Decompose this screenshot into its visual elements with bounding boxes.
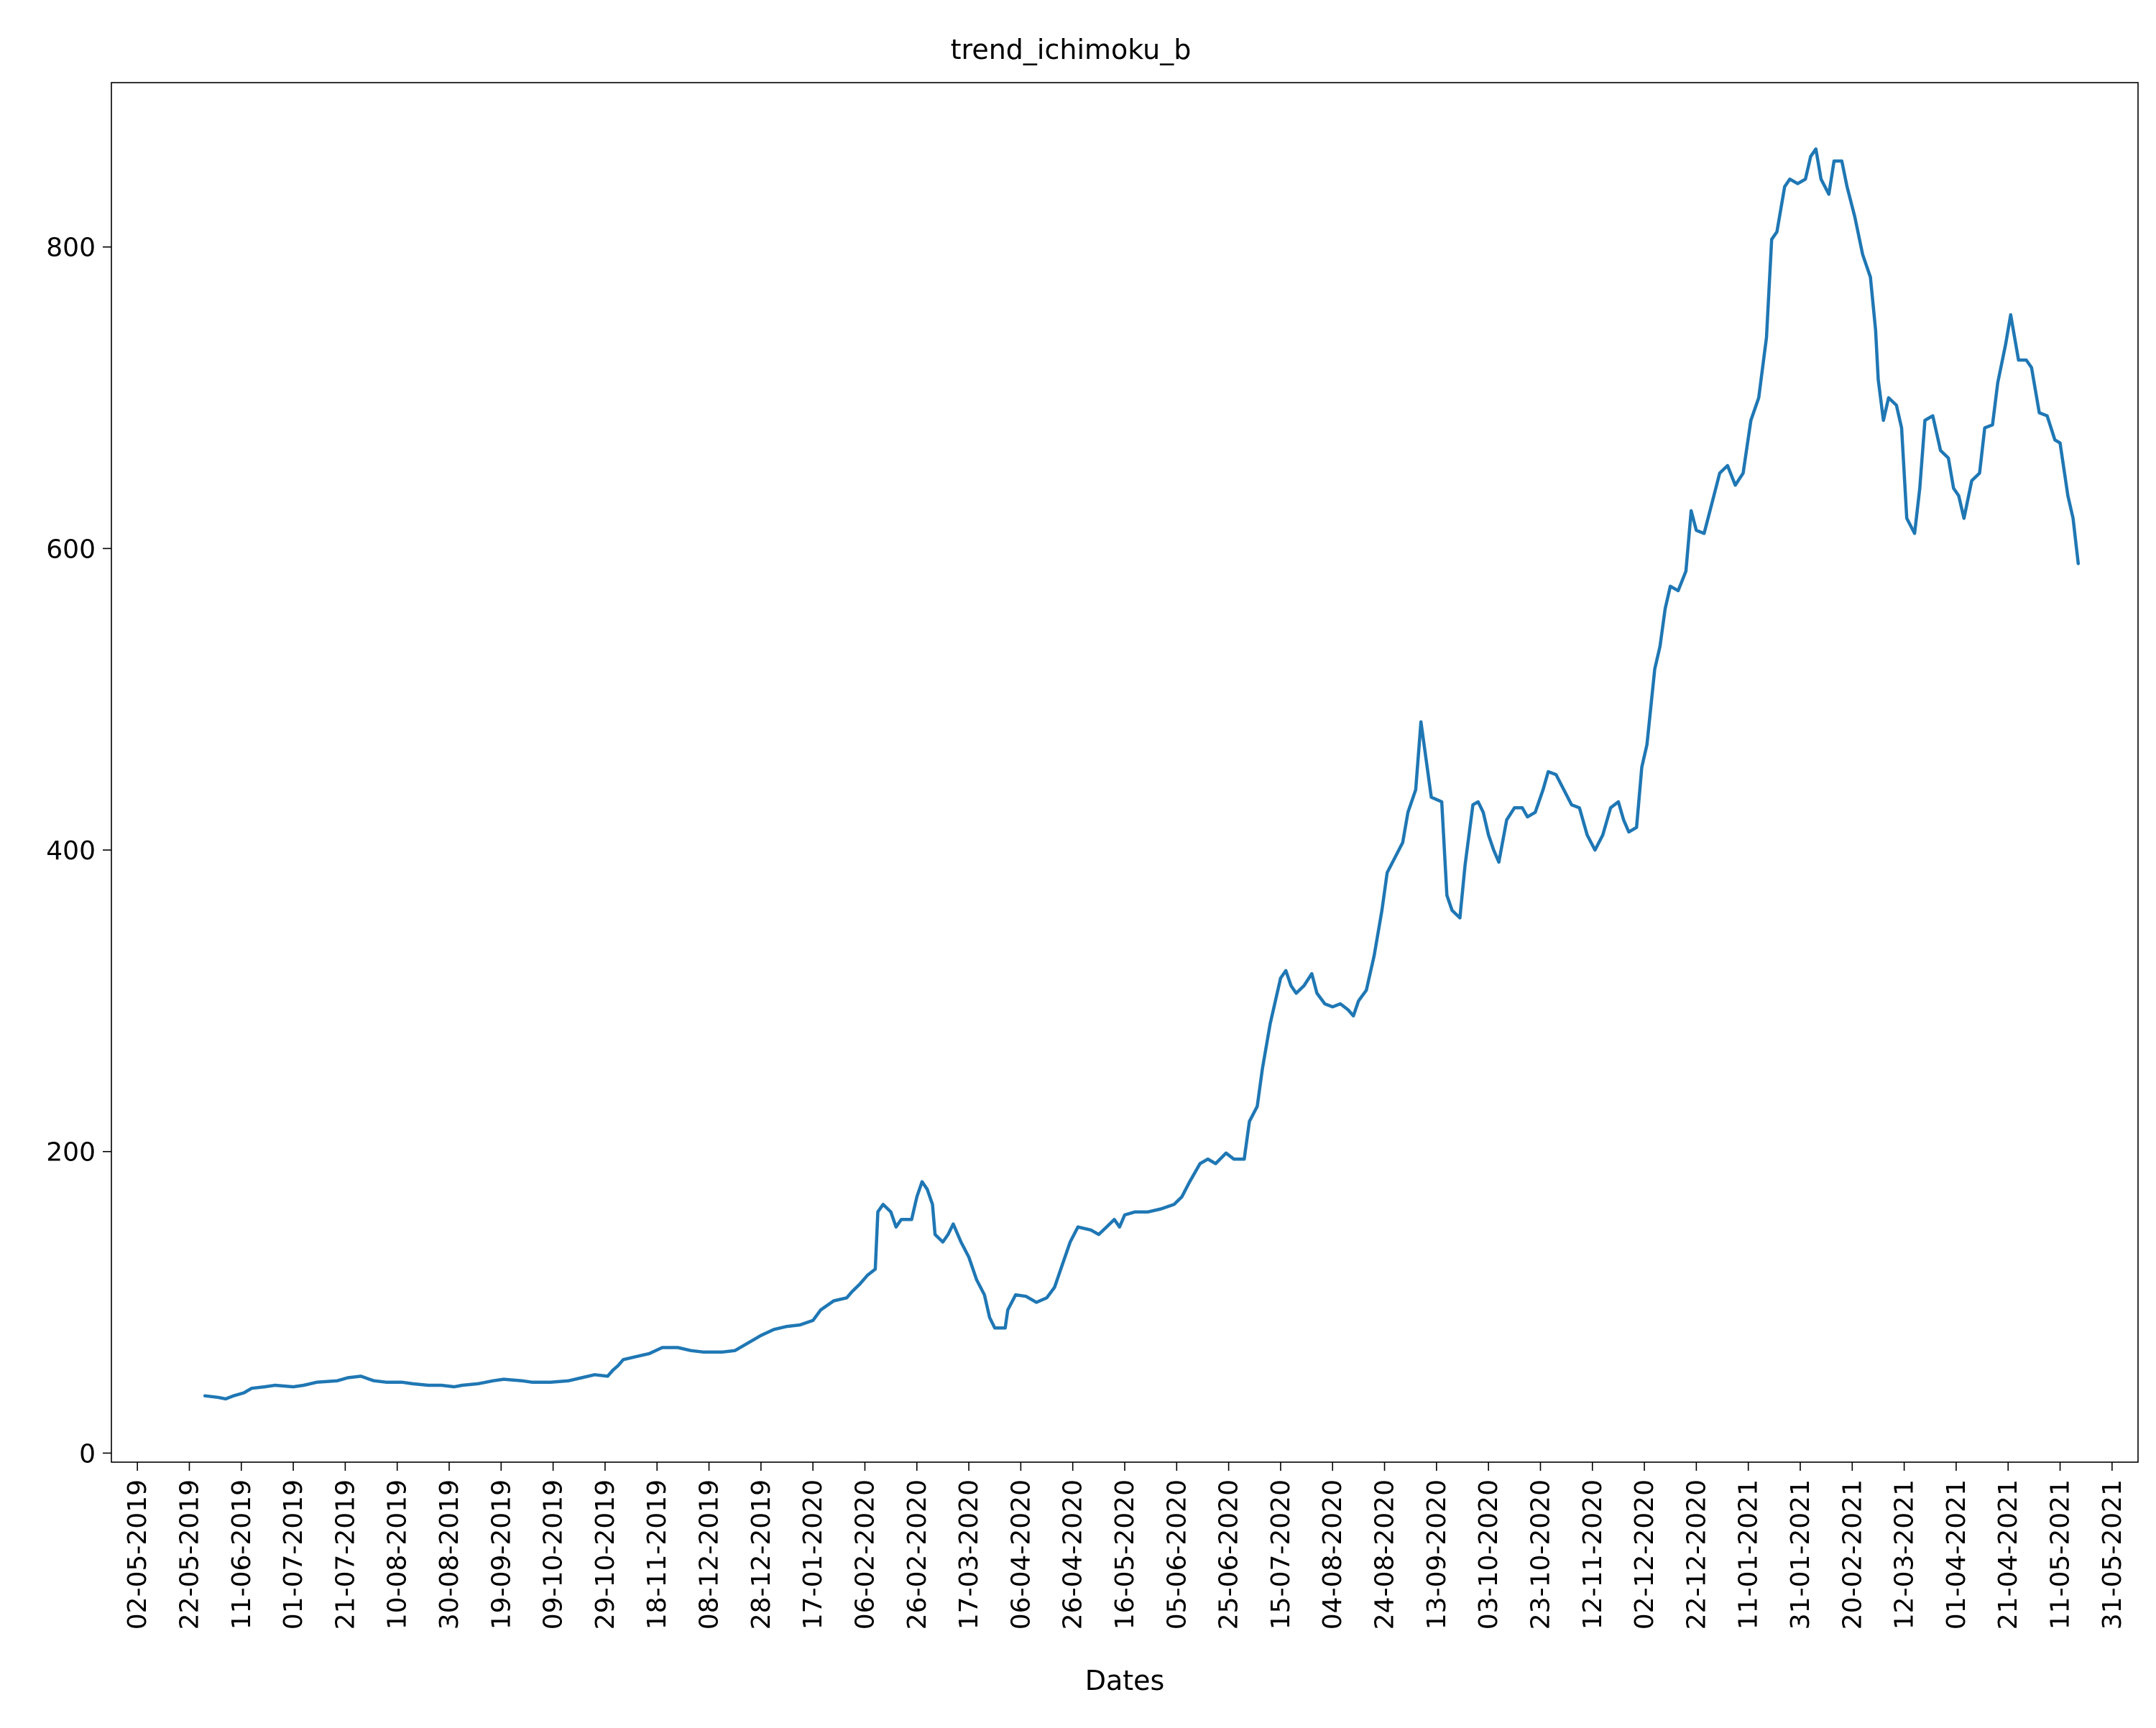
y-tick-label: 800 <box>46 234 96 263</box>
x-tick-label: 25-06-2020 <box>1215 1479 1244 1630</box>
x-tick-label: 31-05-2021 <box>2098 1479 2127 1630</box>
x-tick-label: 23-10-2020 <box>1526 1479 1555 1630</box>
series-line <box>203 147 2081 1401</box>
x-tick-label: 17-01-2020 <box>798 1479 828 1630</box>
x-tick-label: 29-10-2019 <box>591 1479 620 1630</box>
x-tick-label: 12-03-2021 <box>1890 1479 1920 1630</box>
x-tick-label: 16-05-2020 <box>1110 1479 1140 1630</box>
plot-area-frame <box>111 82 2139 1463</box>
series-layer <box>203 147 2081 1401</box>
x-tick-label: 19-09-2019 <box>487 1479 516 1630</box>
y-tick-label: 200 <box>46 1138 96 1168</box>
y-tick-label: 0 <box>79 1439 96 1469</box>
x-tick-label: 31-01-2021 <box>1786 1479 1815 1630</box>
x-tick-label: 30-08-2019 <box>435 1479 464 1630</box>
x-tick-label: 11-01-2021 <box>1734 1479 1764 1630</box>
x-tick-label: 05-06-2020 <box>1162 1479 1192 1630</box>
x-axis: 02-05-2019 22-05-2019 11-06-2019 01-07-2019… <box>123 1462 2127 1630</box>
x-tick-label: 15-07-2020 <box>1266 1479 1296 1630</box>
y-axis: 0 200 400 600 800 <box>46 234 111 1469</box>
x-tick-label: 18-11-2019 <box>642 1479 672 1630</box>
x-tick-label: 13-09-2020 <box>1422 1479 1452 1630</box>
x-tick-label: 06-04-2020 <box>1006 1479 1036 1630</box>
x-tick-label: 12-11-2020 <box>1578 1479 1608 1630</box>
x-tick-label: 22-05-2019 <box>175 1479 204 1630</box>
y-tick-label: 600 <box>46 535 96 564</box>
x-tick-label: 11-06-2019 <box>227 1479 257 1630</box>
x-tick-label: 11-05-2021 <box>2046 1479 2076 1630</box>
x-tick-label: 01-04-2021 <box>1942 1479 1971 1630</box>
x-tick-label: 09-10-2019 <box>539 1479 568 1630</box>
x-tick-label: 06-02-2020 <box>850 1479 880 1630</box>
x-axis-label: Dates <box>1085 1665 1165 1696</box>
x-tick-label: 03-10-2020 <box>1474 1479 1503 1630</box>
x-tick-label: 26-04-2020 <box>1059 1479 1088 1630</box>
x-tick-label: 04-08-2020 <box>1318 1479 1348 1630</box>
x-tick-label: 21-04-2021 <box>1994 1479 2023 1630</box>
x-tick-label: 10-08-2019 <box>383 1479 413 1630</box>
x-tick-label: 02-05-2019 <box>123 1479 152 1630</box>
y-tick-label: 400 <box>46 836 96 866</box>
x-tick-label: 01-07-2019 <box>279 1479 308 1630</box>
chart-title: trend_ichimoku_b <box>951 34 1192 65</box>
x-tick-label: 20-02-2021 <box>1838 1479 1867 1630</box>
x-tick-label: 22-12-2020 <box>1682 1479 1711 1630</box>
x-tick-label: 28-12-2019 <box>747 1479 776 1630</box>
x-tick-label: 26-02-2020 <box>903 1479 932 1630</box>
x-tick-label: 21-07-2019 <box>331 1479 360 1630</box>
x-tick-label: 24-08-2020 <box>1370 1479 1400 1630</box>
x-tick-label: 08-12-2019 <box>695 1479 724 1630</box>
x-tick-label: 17-03-2020 <box>954 1479 984 1630</box>
x-tick-label: 02-12-2020 <box>1630 1479 1659 1630</box>
